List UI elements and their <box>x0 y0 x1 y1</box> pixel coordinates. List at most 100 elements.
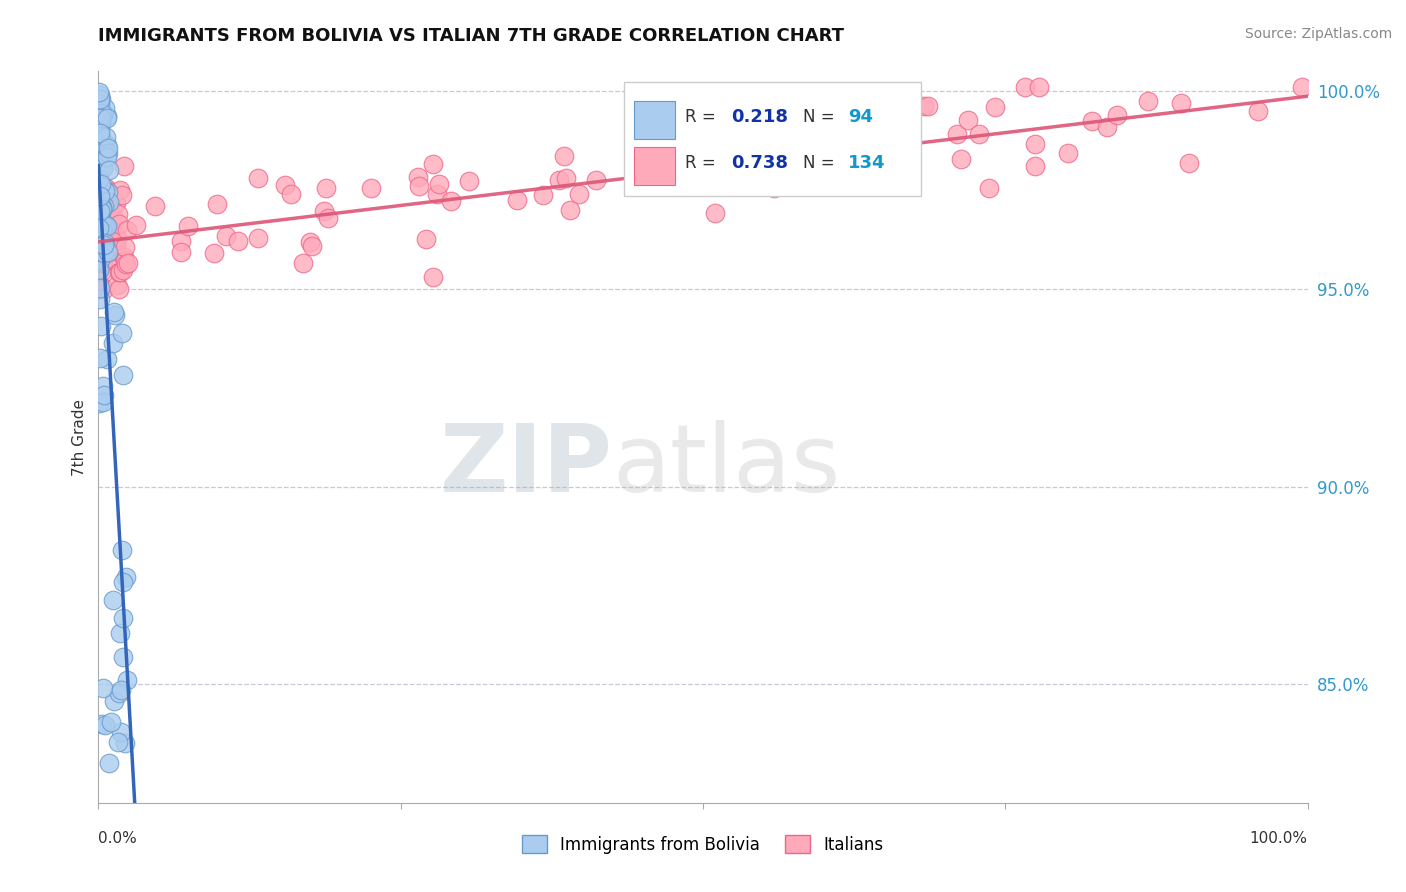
Point <box>817 169 839 184</box>
Point <box>111 326 134 340</box>
Point <box>422 156 444 170</box>
Point <box>90 252 112 267</box>
Point <box>202 246 225 260</box>
Point <box>107 207 129 221</box>
FancyBboxPatch shape <box>634 102 675 139</box>
Text: Source: ZipAtlas.com: Source: ZipAtlas.com <box>1244 27 1392 41</box>
Point <box>844 172 866 186</box>
Point <box>1014 80 1036 95</box>
Point <box>560 203 582 218</box>
Point <box>87 223 110 237</box>
Point <box>103 244 125 258</box>
Text: 0.0%: 0.0% <box>98 831 138 846</box>
Point <box>108 686 131 700</box>
Point <box>96 149 118 163</box>
Point <box>226 234 249 248</box>
Point <box>94 718 117 732</box>
Point <box>977 181 1000 195</box>
Point <box>91 716 114 731</box>
Point <box>360 180 382 194</box>
Text: IMMIGRANTS FROM BOLIVIA VS ITALIAN 7TH GRADE CORRELATION CHART: IMMIGRANTS FROM BOLIVIA VS ITALIAN 7TH G… <box>98 27 845 45</box>
Point <box>89 126 111 140</box>
Point <box>112 159 135 173</box>
Point <box>108 265 131 279</box>
Point <box>89 103 111 118</box>
Point <box>90 245 112 260</box>
Point <box>91 213 114 227</box>
Point <box>1170 96 1192 111</box>
Point <box>585 173 607 187</box>
Text: N =: N = <box>803 153 841 172</box>
Point <box>1246 104 1268 119</box>
Point <box>89 123 111 137</box>
Point <box>114 254 136 268</box>
Point <box>790 145 813 159</box>
Point <box>108 265 131 279</box>
Point <box>108 183 131 197</box>
Point <box>89 281 111 295</box>
Point <box>104 238 127 252</box>
Point <box>96 219 118 234</box>
Point <box>108 218 131 232</box>
Point <box>90 247 112 261</box>
Legend: Immigrants from Bolivia, Italians: Immigrants from Bolivia, Italians <box>516 829 890 860</box>
Point <box>627 178 650 193</box>
Point <box>633 153 655 168</box>
Point <box>93 216 115 230</box>
Point <box>100 234 122 248</box>
Point <box>89 112 111 127</box>
Point <box>101 242 124 256</box>
Point <box>408 178 430 193</box>
Point <box>422 269 444 284</box>
Point <box>89 351 111 365</box>
Point <box>769 153 792 168</box>
Point <box>643 139 665 153</box>
Point <box>912 99 935 113</box>
Point <box>176 219 198 233</box>
Point <box>101 209 124 223</box>
Point <box>91 681 114 696</box>
Point <box>97 184 120 198</box>
Point <box>91 105 114 120</box>
Text: 0.738: 0.738 <box>731 153 787 172</box>
Point <box>887 146 910 161</box>
Point <box>103 693 125 707</box>
Point <box>406 169 429 184</box>
Y-axis label: 7th Grade: 7th Grade <box>72 399 87 475</box>
Point <box>280 186 302 201</box>
Point <box>1081 114 1104 128</box>
Point <box>96 237 118 252</box>
Point <box>90 111 112 125</box>
Point <box>426 187 449 202</box>
Point <box>97 230 120 244</box>
Point <box>247 171 270 186</box>
Point <box>91 221 114 235</box>
Point <box>93 395 115 409</box>
Point <box>96 150 118 164</box>
Point <box>124 218 146 232</box>
Point <box>90 214 112 228</box>
Point <box>103 336 125 351</box>
Point <box>312 204 335 219</box>
Point <box>555 171 578 186</box>
Point <box>246 231 269 245</box>
Point <box>967 127 990 141</box>
Point <box>93 238 115 252</box>
Point <box>89 96 111 111</box>
Point <box>103 305 125 319</box>
Point <box>94 236 117 251</box>
Point <box>1028 80 1050 95</box>
Text: 94: 94 <box>848 109 873 127</box>
Point <box>108 282 131 296</box>
Point <box>90 204 112 219</box>
Point <box>105 277 128 292</box>
Point <box>111 187 134 202</box>
Point <box>949 153 972 167</box>
Point <box>94 235 117 250</box>
Point <box>115 223 138 237</box>
Point <box>96 213 118 227</box>
Point <box>90 239 112 253</box>
Point <box>117 256 139 270</box>
Point <box>91 226 114 240</box>
Point <box>1137 94 1160 108</box>
